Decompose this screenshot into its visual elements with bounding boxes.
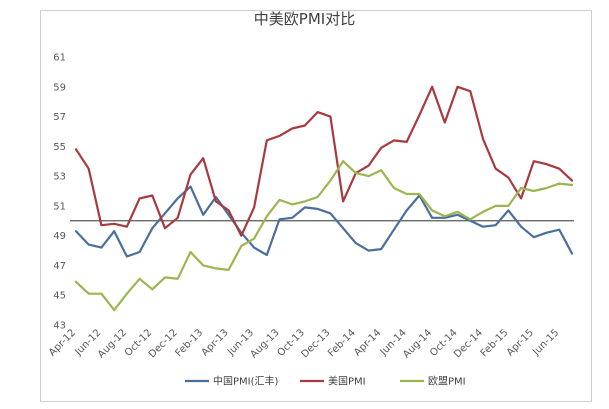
x-tick-label: Feb-15 <box>479 327 511 359</box>
y-tick-label: 59 <box>53 82 66 93</box>
y-tick-label: 49 <box>53 231 66 242</box>
y-tick-label: 57 <box>53 112 66 123</box>
x-tick-label: Aug-12 <box>96 327 129 360</box>
x-tick-label: Jun-15 <box>530 327 561 358</box>
x-tick-label: Apr-12 <box>47 327 78 358</box>
x-tick-label: Feb-14 <box>326 327 358 359</box>
series-line-1 <box>74 185 574 258</box>
x-tick-label: Feb-13 <box>173 327 205 359</box>
series-line-3 <box>74 160 574 312</box>
legend-item-2: 美国PMI <box>300 375 366 388</box>
legend-label: 欧盟PMI <box>428 376 466 388</box>
x-tick-label: Dec-14 <box>452 327 485 360</box>
legend-label: 中国PMI(汇丰) <box>213 375 279 388</box>
y-tick-label: 53 <box>53 172 66 183</box>
legend-item-1: 中国PMI(汇丰) <box>185 375 279 388</box>
legend-item-3: 欧盟PMI <box>400 376 466 388</box>
y-tick-label: 45 <box>53 291 66 302</box>
x-tick-label: Aug-13 <box>248 327 281 360</box>
y-axis: 43 45 47 49 51 53 55 57 59 61 <box>53 53 66 332</box>
x-tick-label: Aug-14 <box>401 327 434 360</box>
y-tick-label: 43 <box>53 321 66 332</box>
legend-label: 美国PMI <box>328 375 366 388</box>
y-tick-label: 47 <box>53 261 66 272</box>
legend: 中国PMI(汇丰) 美国PMI 欧盟PMI <box>185 375 466 388</box>
x-tick-label: Apr-15 <box>505 327 536 358</box>
x-tick-label: Dec-12 <box>147 327 180 360</box>
series-lines <box>74 85 574 312</box>
x-tick-label: Apr-14 <box>352 327 383 358</box>
y-tick-label: 61 <box>53 53 66 64</box>
x-tick-label: Dec-13 <box>299 327 332 360</box>
series-line-2 <box>74 85 574 237</box>
y-tick-label: 51 <box>53 201 66 212</box>
x-axis: Apr-12Jun-12Aug-12Oct-12Dec-12Feb-13Apr-… <box>47 327 561 360</box>
y-tick-label: 55 <box>53 142 66 153</box>
chart-title: 中美欧PMI对比 <box>253 10 356 28</box>
x-tick-label: Apr-13 <box>200 327 231 358</box>
